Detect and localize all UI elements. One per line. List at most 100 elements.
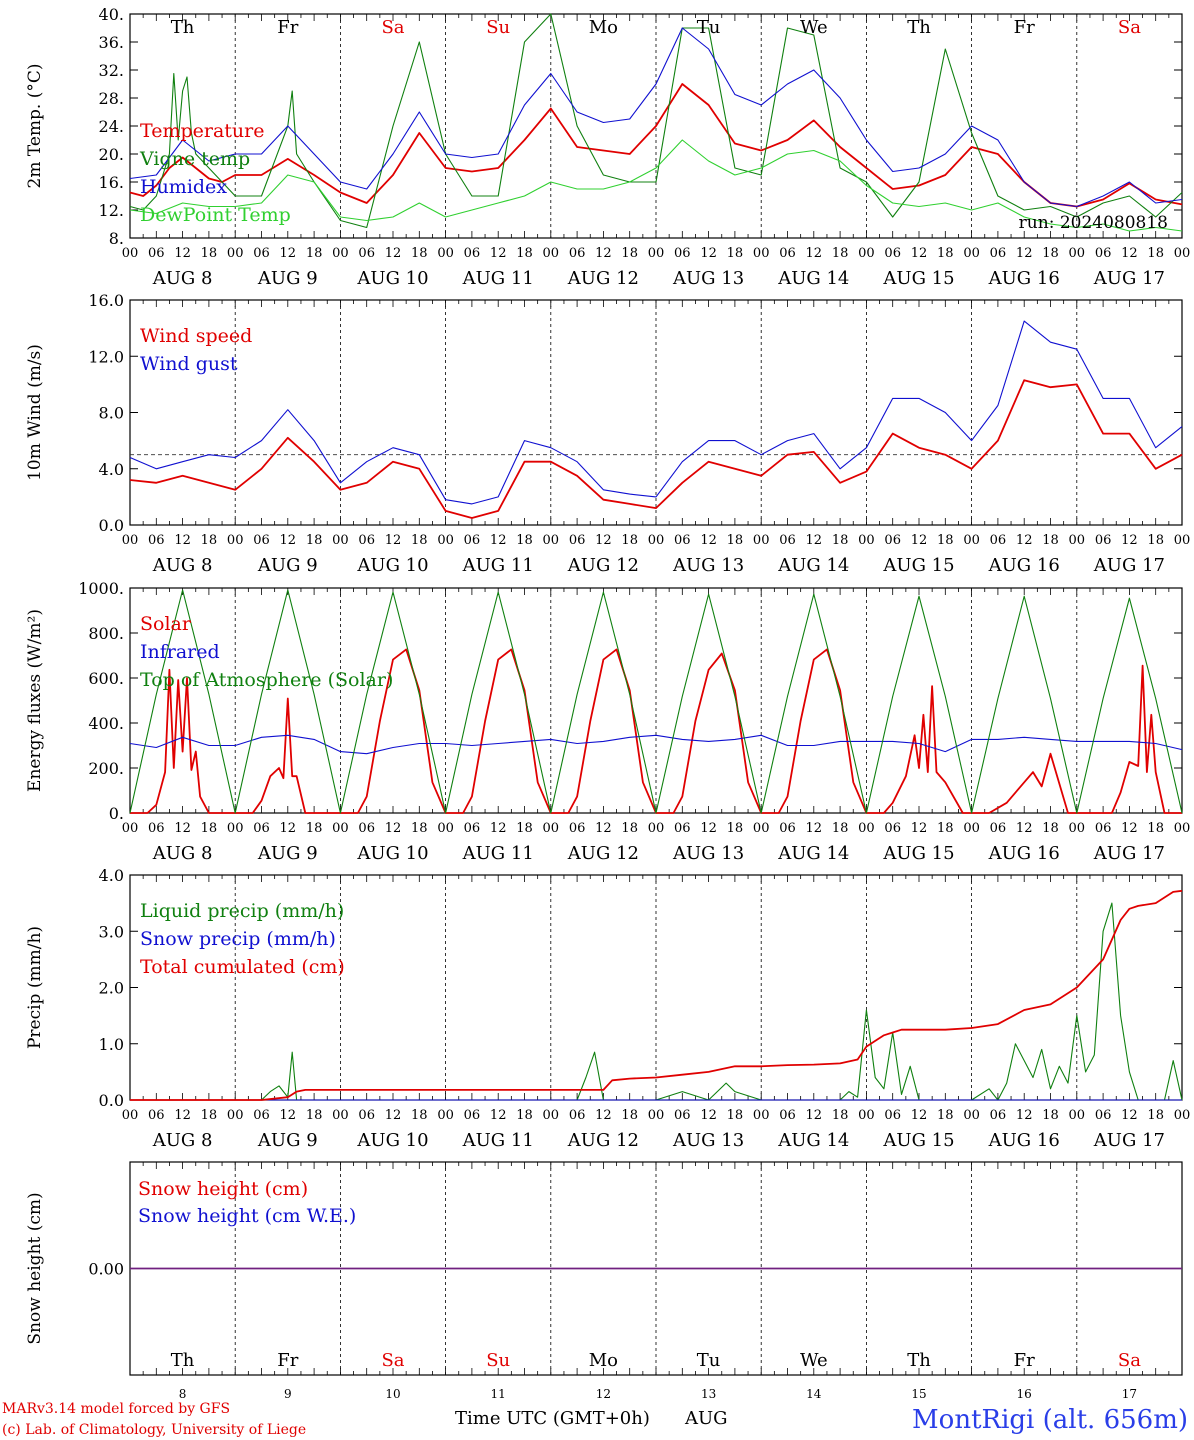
hour-label: 18 [201, 533, 218, 548]
hour-label: 00 [437, 533, 454, 548]
hour-label: 00 [1069, 246, 1086, 261]
y-tick-label: 800. [88, 624, 124, 643]
hour-label: 06 [358, 821, 375, 836]
hour-label: 12 [806, 246, 823, 261]
y-tick-label: 4.0 [99, 460, 124, 479]
hour-label: 12 [806, 821, 823, 836]
y-tick-label: 1.0 [99, 1035, 124, 1054]
hour-label: 12 [1016, 1108, 1033, 1123]
hour-label: 12 [700, 1108, 717, 1123]
hour-label: 00 [963, 1108, 980, 1123]
hour-label: 18 [411, 1108, 428, 1123]
day-number: 12 [596, 1387, 611, 1401]
hour-label: 18 [411, 246, 428, 261]
hour-label: 18 [621, 533, 638, 548]
day-number: 14 [806, 1387, 822, 1401]
hour-label: 12 [1016, 533, 1033, 548]
hour-label: 18 [516, 533, 533, 548]
hour-label: 12 [280, 246, 297, 261]
date-label: AUG 13 [672, 1130, 744, 1151]
hour-label: 06 [464, 533, 481, 548]
hour-label: 18 [201, 821, 218, 836]
hour-label: 06 [569, 821, 586, 836]
hour-label: 00 [437, 821, 454, 836]
day-number: 9 [284, 1387, 292, 1401]
hour-label: 00 [648, 1108, 665, 1123]
hour-label: 18 [1147, 1108, 1164, 1123]
hour-label: 06 [1095, 246, 1112, 261]
hour-label: 18 [516, 821, 533, 836]
hour-label: 06 [253, 246, 270, 261]
hour-label: 06 [990, 246, 1007, 261]
model-credit: MARv3.14 model forced by GFS [2, 1401, 230, 1417]
weekday-label: Mo [589, 17, 618, 38]
date-label: AUG 13 [672, 268, 744, 289]
hour-label: 06 [358, 533, 375, 548]
date-label: AUG 8 [152, 555, 213, 576]
legend-entry: Liquid precip (mm/h) [140, 900, 344, 922]
date-label: AUG 12 [567, 555, 639, 576]
hour-label: 00 [1174, 533, 1191, 548]
hour-label: 18 [516, 246, 533, 261]
y-tick-label: 28. [99, 89, 124, 108]
hour-label: 18 [201, 246, 218, 261]
legend-entry: Temperature [140, 120, 264, 142]
hour-label: 18 [937, 246, 954, 261]
date-label: AUG 13 [672, 555, 744, 576]
hour-label: 12 [490, 533, 507, 548]
date-label: AUG 17 [1093, 268, 1165, 289]
hour-label: 00 [858, 533, 875, 548]
date-label: AUG 15 [882, 843, 954, 864]
hour-label: 12 [385, 1108, 402, 1123]
hour-label: 18 [306, 533, 323, 548]
station-label: MontRigi (alt. 656m) [912, 1405, 1188, 1435]
y-tick-label: 40. [99, 5, 124, 24]
hour-label: 00 [1174, 1108, 1191, 1123]
y-tick-label: 200. [88, 759, 124, 778]
hour-label: 18 [1042, 246, 1059, 261]
y-axis-label: Energy fluxes (W/m²) [25, 609, 45, 792]
legend-entry: Wind speed [140, 325, 252, 347]
hour-label: 00 [543, 533, 560, 548]
month-label: AUG [684, 1408, 728, 1429]
weekday-label: Mo [589, 1350, 618, 1371]
hour-label: 18 [1042, 533, 1059, 548]
hour-label: 12 [385, 246, 402, 261]
hour-label: 06 [358, 246, 375, 261]
y-tick-label: 1000. [78, 579, 124, 598]
panel-4: 0.0 1.0 2.0 3.0 4.0 Precip (mm/h) Liquid preci… [25, 866, 1190, 1151]
hour-label: 18 [832, 821, 849, 836]
hour-label: 00 [1174, 821, 1191, 836]
hour-label: 12 [490, 1108, 507, 1123]
hour-label: 12 [806, 533, 823, 548]
hour-label: 06 [148, 246, 165, 261]
legend-entry: Solar [140, 613, 192, 635]
hour-label: 06 [884, 821, 901, 836]
hour-label: 12 [174, 246, 191, 261]
hour-label: 06 [990, 821, 1007, 836]
hour-label: 00 [858, 821, 875, 836]
date-label: AUG 14 [777, 268, 849, 289]
panel-3: 0. 200. 400. 600. 800. 1000. Energy fluxes (W/… [25, 579, 1190, 864]
weekday-label: Th [171, 1350, 195, 1371]
date-label: AUG 16 [988, 555, 1060, 576]
y-tick-label: 400. [88, 714, 124, 733]
hour-label: 00 [648, 821, 665, 836]
hour-label: 18 [832, 533, 849, 548]
date-label: AUG 9 [257, 268, 318, 289]
date-label: AUG 12 [567, 268, 639, 289]
x-axis-label: Time UTC (GMT+0h) [455, 1408, 650, 1429]
hour-label: 18 [306, 246, 323, 261]
hour-label: 00 [1069, 533, 1086, 548]
y-tick-label: 32. [99, 61, 124, 80]
y-axis-label: Snow height (cm) [25, 1192, 45, 1344]
hour-label: 00 [437, 246, 454, 261]
hour-label: 12 [1121, 1108, 1138, 1123]
hour-label: 06 [779, 1108, 796, 1123]
day-number: 11 [491, 1387, 506, 1401]
hour-label: 18 [1147, 246, 1164, 261]
date-label: AUG 14 [777, 555, 849, 576]
legend-entry: Infrared [140, 641, 220, 663]
hour-label: 18 [727, 533, 744, 548]
date-label: AUG 14 [777, 843, 849, 864]
